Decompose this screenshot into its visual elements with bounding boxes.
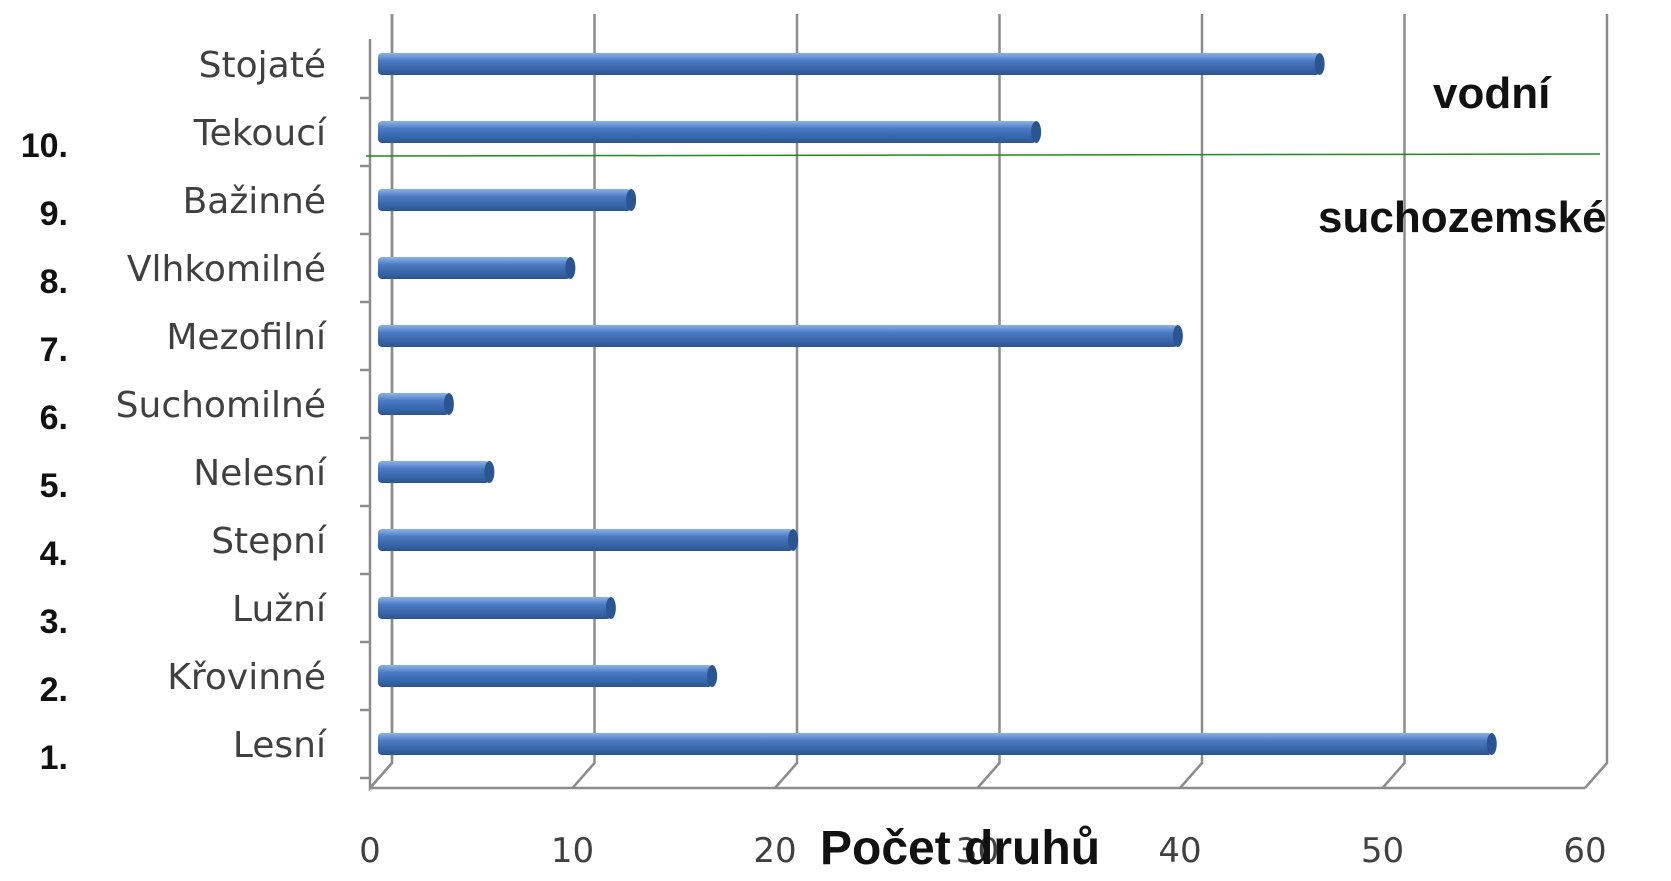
bar-Bažinné xyxy=(378,189,637,211)
category-label: Mezofilní xyxy=(166,317,327,358)
bar-cap xyxy=(1031,121,1042,143)
bar-Mezofilní xyxy=(378,325,1183,347)
bar-body xyxy=(378,529,794,551)
bar-Stepní xyxy=(378,529,799,551)
gridlines xyxy=(369,14,1609,789)
category-label: Vlhkomilné xyxy=(127,249,326,290)
category-number: 4. xyxy=(40,535,68,573)
bar-Křovinné xyxy=(378,665,718,687)
category-label: Stojaté xyxy=(199,45,326,86)
category-label: Křovinné xyxy=(167,657,326,698)
category-label: Bažinné xyxy=(183,181,326,222)
bar-Tekoucí xyxy=(378,121,1042,143)
category-number: 10. xyxy=(21,127,68,165)
group-separator xyxy=(365,153,1601,157)
category-label: Lesní xyxy=(233,725,327,766)
gridline xyxy=(1381,14,1406,789)
category-number: 8. xyxy=(40,263,68,301)
bar-cap xyxy=(1486,733,1497,755)
y-axis-wall xyxy=(368,14,394,792)
bar-cap xyxy=(1172,325,1183,347)
bar-body xyxy=(378,53,1320,75)
bar-cap xyxy=(565,257,576,279)
annotation-suchozemske: suchozemské xyxy=(1318,193,1607,242)
category-number: 9. xyxy=(40,195,68,233)
x-tick-label: 40 xyxy=(1158,831,1201,871)
gridline xyxy=(1584,14,1609,789)
gridline xyxy=(774,14,799,789)
bar-Stojaté xyxy=(378,53,1325,75)
category-number: 1. xyxy=(40,739,68,777)
bar-body xyxy=(378,189,632,211)
category-label: Tekoucí xyxy=(193,113,327,154)
axes xyxy=(360,14,1585,792)
x-tick-label: 10 xyxy=(551,831,594,871)
gridline xyxy=(976,14,1001,789)
category-label: Stepní xyxy=(211,521,327,562)
bar-Lužní xyxy=(378,597,616,619)
labels: 0 10 20 30 40 50 60 Lesní 1. Křovinné 2. Lužní 3. Ste… xyxy=(21,45,1607,871)
category-number: 5. xyxy=(40,467,68,505)
bar-Suchomilné xyxy=(378,393,454,415)
x-tick-label: 50 xyxy=(1361,831,1404,871)
bar-Vlhkomilné xyxy=(378,257,576,279)
bar-body xyxy=(378,665,713,687)
x-axis-title: Počet druhů xyxy=(820,822,1100,875)
gridline xyxy=(1179,14,1204,789)
bar-body xyxy=(378,597,611,619)
x-tick-label: 30 xyxy=(956,831,999,871)
bar-cap xyxy=(443,393,454,415)
category-label: Nelesní xyxy=(193,453,327,494)
bar-body xyxy=(378,393,449,415)
category-label: Lužní xyxy=(232,589,327,630)
x-tick-label: 0 xyxy=(359,831,381,871)
bar-body xyxy=(378,461,490,483)
category-number: 3. xyxy=(40,603,68,641)
category-number: 2. xyxy=(40,671,68,709)
bars xyxy=(378,53,1497,755)
bar-Lesní xyxy=(378,733,1497,755)
bar-body xyxy=(378,257,571,279)
bar-cap xyxy=(1314,53,1325,75)
annotation-vodni: vodní xyxy=(1433,69,1552,118)
bar-cap xyxy=(605,597,616,619)
bar-cap xyxy=(707,665,718,687)
category-label: Suchomilné xyxy=(116,385,326,426)
category-number: 6. xyxy=(40,399,68,437)
category-number: 7. xyxy=(40,331,68,369)
bar-body xyxy=(378,121,1037,143)
bar-cap xyxy=(788,529,799,551)
bar-cap xyxy=(484,461,495,483)
x-tick-label: 60 xyxy=(1563,831,1606,871)
bar-body xyxy=(378,733,1492,755)
bar-cap xyxy=(626,189,637,211)
gridline xyxy=(571,14,596,789)
bar-body xyxy=(378,325,1178,347)
bar-Nelesní xyxy=(378,461,495,483)
x-tick-label: 20 xyxy=(753,831,796,871)
